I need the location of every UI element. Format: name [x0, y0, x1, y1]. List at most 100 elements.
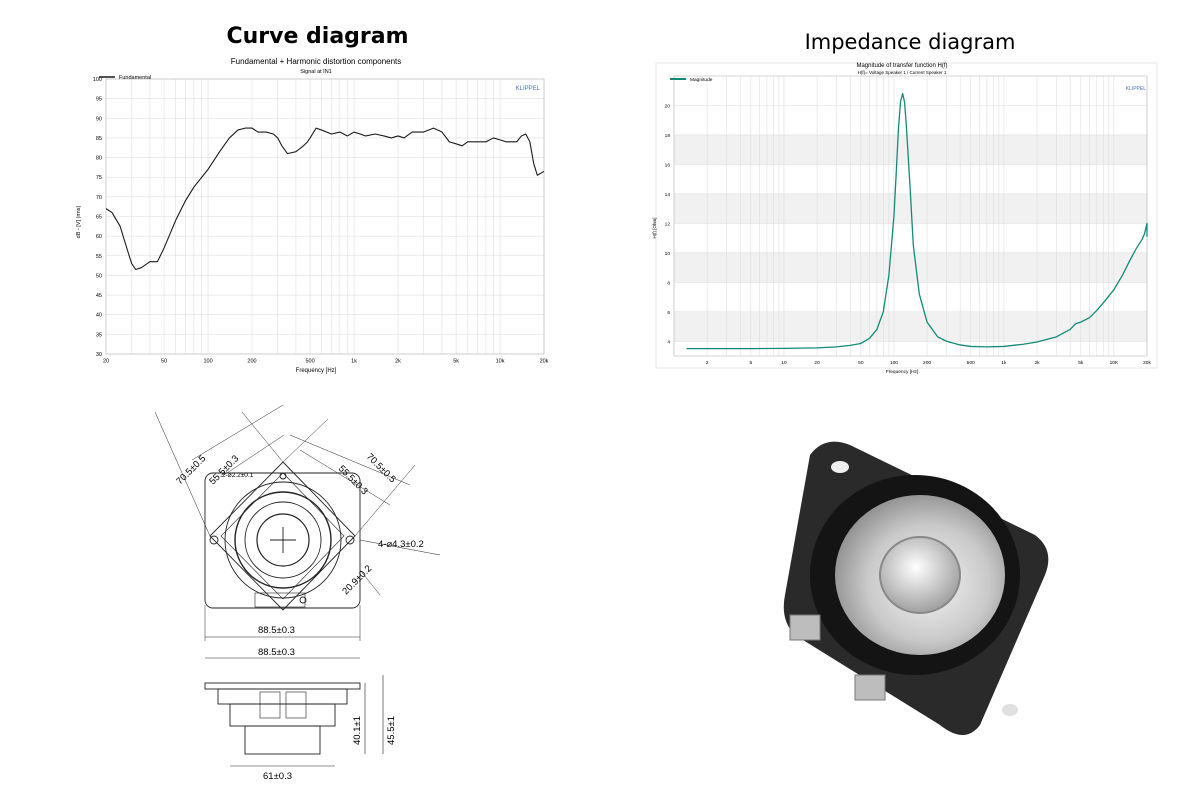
- dim-inner-left-label: 55.5±0.3: [207, 453, 241, 487]
- impedance-y-tick-label: 12: [665, 221, 671, 227]
- curve-x-tick-label: 100: [203, 359, 212, 365]
- side-magnet-back: [244, 725, 321, 755]
- impedance-chart-subtitle: H(f)= Voltage Speaker 1 / Current Speake…: [858, 70, 947, 75]
- dim-line-corner: [359, 569, 381, 596]
- impedance-plot-frame: [673, 75, 1148, 357]
- speaker-terminal: [789, 614, 821, 641]
- speaker-terminal: [854, 674, 886, 701]
- curve-diagram-heading: Curve diagram: [226, 24, 409, 49]
- curve-series-line: [105, 127, 545, 271]
- side-basket: [217, 688, 348, 705]
- dim-depth-inner-label: 40.1±1: [352, 716, 363, 745]
- mount-hole-photo: [1002, 704, 1018, 716]
- terminal-strip: [254, 592, 306, 608]
- impedance-chart-panel: 4 6 8 10 12 14 16 18 20 2 5 10 20 50 100 200 500 1k 2k 5k 10…: [640, 58, 1160, 376]
- curve-y-tick-label: 75: [96, 175, 102, 181]
- leader-holes: [359, 539, 441, 556]
- curve-plot-area: 30 35 40 45 50 55 60 65 70 75 80 85 90 95 100 20 50 100 20…: [93, 77, 549, 365]
- side-terminal-right: [285, 691, 307, 719]
- curve-y-tick-label: 50: [96, 273, 102, 279]
- side-terminal-left: [259, 691, 281, 719]
- dim-depth-total-label: 45.5±1: [386, 716, 397, 745]
- curve-x-tick-label: 1k: [351, 359, 357, 365]
- impedance-y-tick-label: 10: [665, 251, 671, 257]
- curve-x-tick-label: 200: [247, 359, 256, 365]
- dust-cap: [256, 513, 310, 567]
- curve-x-axis-label: Frequency [Hz]: [296, 368, 337, 374]
- impedance-x-tick-label: 1k: [1001, 360, 1007, 366]
- side-flange: [204, 682, 361, 690]
- curve-chart-subtitle: Signal at IN1: [300, 69, 332, 75]
- curve-y-tick-label: 100: [93, 77, 102, 83]
- impedance-x-tick-label: 2: [706, 360, 709, 366]
- impedance-y-tick-label: 20: [665, 103, 671, 109]
- dim-outer-right-label: 70.5±0.5: [364, 451, 398, 485]
- impedance-x-tick-label: 10K: [1110, 360, 1119, 366]
- dim-holes-label: 4-⌀4.3±0.2: [378, 539, 424, 550]
- dim-inner-right-label: 55.5±0.3: [336, 463, 370, 497]
- curve-y-tick-label: 45: [96, 293, 102, 299]
- impedance-x-tick-label: 50: [858, 360, 864, 366]
- speaker-dust-cap: [879, 536, 961, 614]
- dim-line-outer-left: [191, 404, 284, 461]
- mount-hole-photo: [831, 461, 849, 473]
- curve-x-tick-label: 20: [103, 359, 109, 365]
- dim-line-inner-right: [299, 449, 391, 506]
- extension-line: [154, 411, 211, 537]
- impedance-x-tick-label: 5: [750, 360, 753, 366]
- impedance-chart-title: Magnitude of transfer function H(f): [856, 63, 947, 69]
- impedance-legend: Magnitude: [670, 77, 713, 83]
- impedance-x-tick-label: 20: [814, 360, 820, 366]
- impedance-y-axis-label: H(f) [Ohm]: [652, 218, 657, 239]
- impedance-y-tick-label: 16: [665, 162, 671, 168]
- impedance-x-tick-label: 5k: [1078, 360, 1084, 366]
- impedance-x-tick-label: 10: [781, 360, 787, 366]
- impedance-y-tick-label: 4: [667, 339, 670, 345]
- curve-x-tick-label: 500: [306, 359, 315, 365]
- impedance-band: [674, 311, 1147, 342]
- dim-width-front-label: 88.5±0.3: [258, 625, 295, 636]
- curve-x-tick-label: 10k: [496, 359, 505, 365]
- curve-x-tick-label: 2k: [395, 359, 401, 365]
- dim-hole-small-label: 2-⌀2.2±0.1: [222, 472, 254, 479]
- surround-inner: [234, 491, 332, 589]
- curve-y-tick-label: 85: [96, 136, 102, 142]
- mount-hole-left: [209, 535, 219, 545]
- impedance-x-tick-label: 500: [967, 360, 975, 366]
- impedance-plot-area: 4 6 8 10 12 14 16 18 20 2 5 10 20 50 100 200 500 1k 2k 5k 10…: [665, 75, 1151, 366]
- impedance-y-tick-label: 18: [665, 133, 671, 139]
- curve-y-tick-label: 60: [96, 234, 102, 240]
- curve-y-tick-label: 30: [96, 352, 102, 358]
- curve-legend-label: Fundamental: [119, 75, 151, 81]
- speaker-illustration: [783, 441, 1049, 735]
- curve-brand-label: KLIPPEL: [516, 86, 541, 92]
- curve-y-axis-label: dB - [V] (rms): [76, 205, 82, 238]
- impedance-band: [674, 134, 1147, 165]
- dim-corner-label: 20.9±0.2: [340, 563, 374, 597]
- impedance-y-tick-label: 14: [665, 192, 671, 198]
- curve-chart-panel: 30 35 40 45 50 55 60 65 70 75 80 85 90 95 100 20 50 100 20…: [70, 52, 570, 377]
- dim-line-outer-right: [289, 434, 411, 486]
- dim-width-side-label: 88.5±0.3: [258, 647, 295, 658]
- curve-plot-frame: [105, 78, 545, 355]
- extension-line: [282, 418, 329, 463]
- frame-outline: [209, 461, 356, 611]
- dim-outer-left-label: 70.5±0.5: [174, 453, 208, 487]
- curve-y-tick-label: 70: [96, 195, 102, 201]
- extension-line: [241, 411, 284, 463]
- curve-chart: 30 35 40 45 50 55 60 65 70 75 80 85 90 95 100 20 50 100 20…: [76, 57, 549, 374]
- impedance-x-tick-label: 20k: [1143, 360, 1151, 366]
- dim-line-inner-left: [223, 434, 285, 476]
- dimension-drawing-svg: 70.5±0.5 55.5±0.3 2-⌀2.2±0.1 70.5±0.5 55…: [154, 404, 441, 782]
- curve-legend: Fundamental: [99, 75, 151, 81]
- impedance-brand-label: KLIPPEL: [1126, 86, 1147, 92]
- dimension-drawing: 70.5±0.5 55.5±0.3 2-⌀2.2±0.1 70.5±0.5 55…: [150, 404, 450, 790]
- cone-outer: [244, 501, 322, 579]
- curve-x-tick-label: 50: [161, 359, 167, 365]
- impedance-x-tick-label: 100: [890, 360, 898, 366]
- impedance-y-tick-label: 6: [667, 310, 670, 316]
- curve-chart-title: Fundamental + Harmonic distortion compon…: [231, 57, 402, 66]
- impedance-y-tick-label: 8: [667, 280, 670, 286]
- impedance-series-line: [686, 93, 1148, 350]
- impedance-x-axis-label: Frequency [Hz]: [886, 369, 919, 375]
